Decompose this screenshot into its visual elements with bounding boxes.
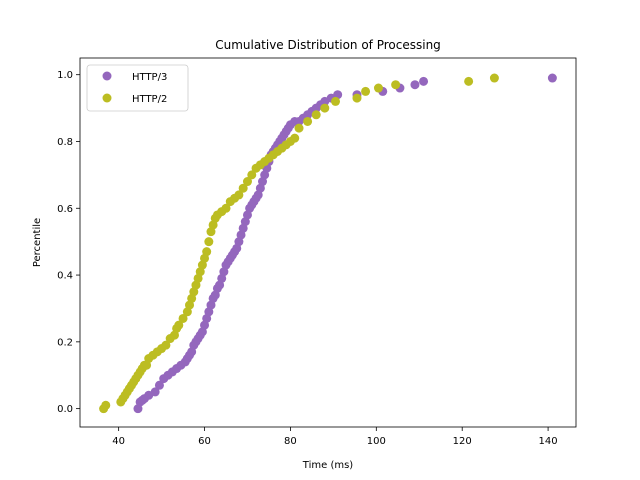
y-tick-label: 0.2	[57, 337, 73, 348]
x-tick-label: 80	[284, 436, 297, 447]
data-point	[331, 96, 341, 106]
data-point	[242, 177, 252, 187]
x-tick-label: 60	[198, 436, 211, 447]
data-point	[150, 387, 160, 397]
y-axis-label: Percentile	[32, 218, 43, 267]
data-point	[320, 103, 330, 113]
data-point	[361, 86, 371, 96]
y-axis: 0.0 0.2 0.4 0.6 0.8 1.0	[57, 70, 80, 415]
data-point	[101, 400, 111, 410]
y-tick-label: 0.4	[57, 271, 73, 282]
data-point	[311, 110, 321, 120]
plot-area	[79, 57, 577, 428]
legend-marker-http2	[102, 93, 112, 103]
x-axis: 40 60 80 100 120 140	[112, 427, 558, 447]
data-point	[464, 76, 474, 86]
data-point	[221, 203, 231, 213]
data-point	[489, 73, 499, 83]
legend-marker-http3	[102, 71, 112, 81]
data-point	[419, 76, 429, 86]
data-point	[410, 80, 420, 90]
y-tick-label: 1.0	[57, 70, 73, 81]
x-tick-label: 40	[112, 436, 125, 447]
data-point	[373, 83, 383, 93]
y-tick-label: 0.8	[57, 137, 73, 148]
data-point	[238, 183, 248, 193]
data-point	[202, 247, 212, 257]
data-point	[290, 133, 300, 143]
points-layer	[99, 73, 557, 414]
legend-label-http2: HTTP/2	[132, 94, 167, 105]
x-tick-label: 100	[367, 436, 386, 447]
chart-title: Cumulative Distribution of Processing	[215, 38, 441, 52]
plot-background	[80, 58, 576, 427]
x-axis-label: Time (ms)	[302, 460, 354, 471]
data-point	[234, 190, 244, 200]
data-point	[352, 93, 362, 103]
y-tick-label: 0.0	[57, 404, 73, 415]
x-tick-label: 140	[539, 436, 558, 447]
legend-label-http3: HTTP/3	[132, 72, 167, 83]
plot-frame	[79, 57, 577, 428]
data-point	[247, 170, 257, 180]
data-point	[391, 80, 401, 90]
data-point	[178, 313, 188, 323]
data-point	[161, 340, 171, 350]
data-point	[204, 237, 214, 247]
series-http2	[99, 73, 499, 414]
y-tick-label: 0.6	[57, 204, 73, 215]
data-point	[547, 73, 557, 83]
x-tick-label: 120	[453, 436, 472, 447]
data-point	[303, 116, 313, 126]
data-point	[294, 123, 304, 133]
legend: HTTP/3 HTTP/2	[86, 64, 189, 112]
data-point	[154, 380, 164, 390]
legend-box	[86, 64, 189, 112]
data-point	[174, 320, 184, 330]
